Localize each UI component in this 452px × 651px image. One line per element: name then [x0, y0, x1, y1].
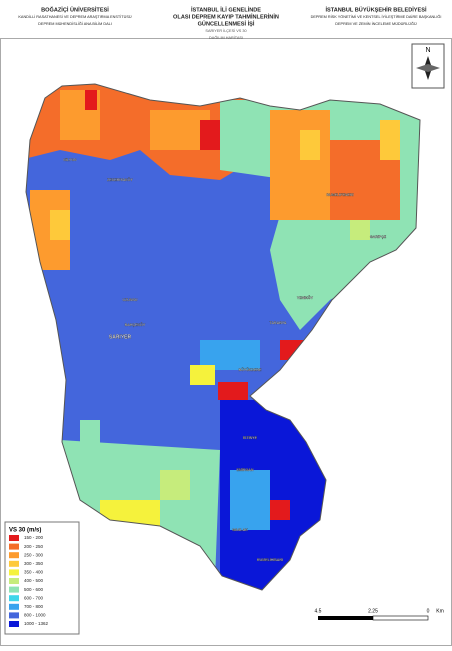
scale-bar: 4.5 2.25 0 Km — [315, 608, 444, 621]
place-label: SARIYER — [109, 334, 132, 340]
legend-swatch — [9, 552, 19, 559]
header-text: DEPREM RİSK YÖNETİMİ VE KENTSEL İYİLEŞTİ… — [311, 14, 442, 19]
scale-label: 4.5 — [315, 608, 322, 614]
header-text: DEPREM MÜHENDİSLİĞİ ANA BİLİM DALI — [38, 21, 112, 26]
place-label: KİLYOS — [63, 158, 77, 162]
scale-label: 2.25 — [368, 608, 378, 614]
district-border — [25, 83, 421, 591]
place-label: GARİPÇE — [370, 235, 387, 239]
header-text: BOĞAZİÇİ ÜNİVERSİTESİ — [41, 5, 109, 13]
place-labels: SARIYER KİLYOS RUMELİFENERİ GARİPÇE BÜYÜKDER… — [63, 158, 387, 562]
header-text: İSTANBUL İLİ GENELİNDE — [191, 6, 261, 13]
place-label: RUMELİFENERİ — [327, 193, 354, 197]
scale-segment — [372, 615, 429, 621]
legend-label: 300 - 350 — [24, 561, 44, 566]
legend-label: 800 - 1000 — [24, 613, 46, 618]
legend-label: 400 - 500 — [24, 578, 44, 583]
legend-label: 150 - 200 — [24, 535, 44, 540]
header-text: DEPREM VE ZEMİN İNCELEME MÜDÜRLÜĞÜ — [335, 21, 417, 26]
header-text: OLASI DEPREM KAYIP TAHMİNLERİNİN — [173, 13, 279, 20]
legend-swatch — [9, 543, 19, 550]
legend-label: 200 - 250 — [24, 544, 44, 549]
legend-title: VS 30 (m/s) — [9, 528, 41, 534]
legend-label: 500 - 600 — [24, 587, 44, 592]
scale-label: Km — [436, 608, 444, 614]
place-label: RUMELİHİSARI — [257, 558, 283, 562]
place-label: TARABYA — [270, 321, 287, 325]
legend-label: 250 - 300 — [24, 552, 44, 557]
north-label: N — [425, 47, 430, 54]
legend-swatch — [9, 612, 19, 619]
header-text: İSTANBUL BÜYÜKŞEHİR BELEDİYESİ — [325, 6, 427, 13]
legend-swatch — [9, 603, 19, 610]
place-label: ZEKERİYAKÖY — [107, 177, 133, 182]
header-text: KANDİLLİ RASATHANESİ VE DEPREM ARAŞTIRMA… — [18, 14, 131, 19]
legend-swatch — [9, 535, 19, 541]
header-text: SARIYER İLÇESİ VS 30 — [205, 28, 246, 33]
legend: VS 30 (m/s) 150 - 200 200 - 250 250 - 300 3… — [4, 521, 80, 635]
legend-swatch — [9, 560, 19, 567]
place-label: YENİKÖY — [297, 295, 314, 300]
place-label: İSTİNYE — [243, 436, 258, 440]
place-label: BAHÇEKÖY — [125, 322, 146, 327]
legend-swatch — [9, 621, 19, 627]
north-box — [411, 43, 445, 89]
east-west-needle — [416, 64, 440, 72]
place-label: UZUNSU — [123, 298, 138, 302]
scale-segment — [318, 616, 373, 620]
header-text: GÜNCELLENMESİ İŞİ — [198, 20, 255, 27]
scale-label: 0 — [427, 608, 430, 614]
legend-label: 1000 - 1362 — [24, 621, 49, 626]
legend-swatch — [9, 586, 19, 593]
legend-label: 600 - 700 — [24, 595, 44, 600]
legend-label: 350 - 400 — [24, 570, 44, 575]
legend-label: 700 - 800 — [24, 604, 44, 609]
legend-swatch — [9, 569, 19, 576]
place-label: EMİRGAN — [237, 468, 254, 472]
north-arrow: N — [411, 43, 445, 89]
header-text: DAĞILIM HARİTASI — [209, 35, 243, 40]
place-label: BÜYÜKDERE — [239, 367, 262, 372]
legend-swatch — [9, 578, 19, 584]
legend-swatch — [9, 595, 19, 602]
place-label: MASLAK — [232, 528, 248, 532]
